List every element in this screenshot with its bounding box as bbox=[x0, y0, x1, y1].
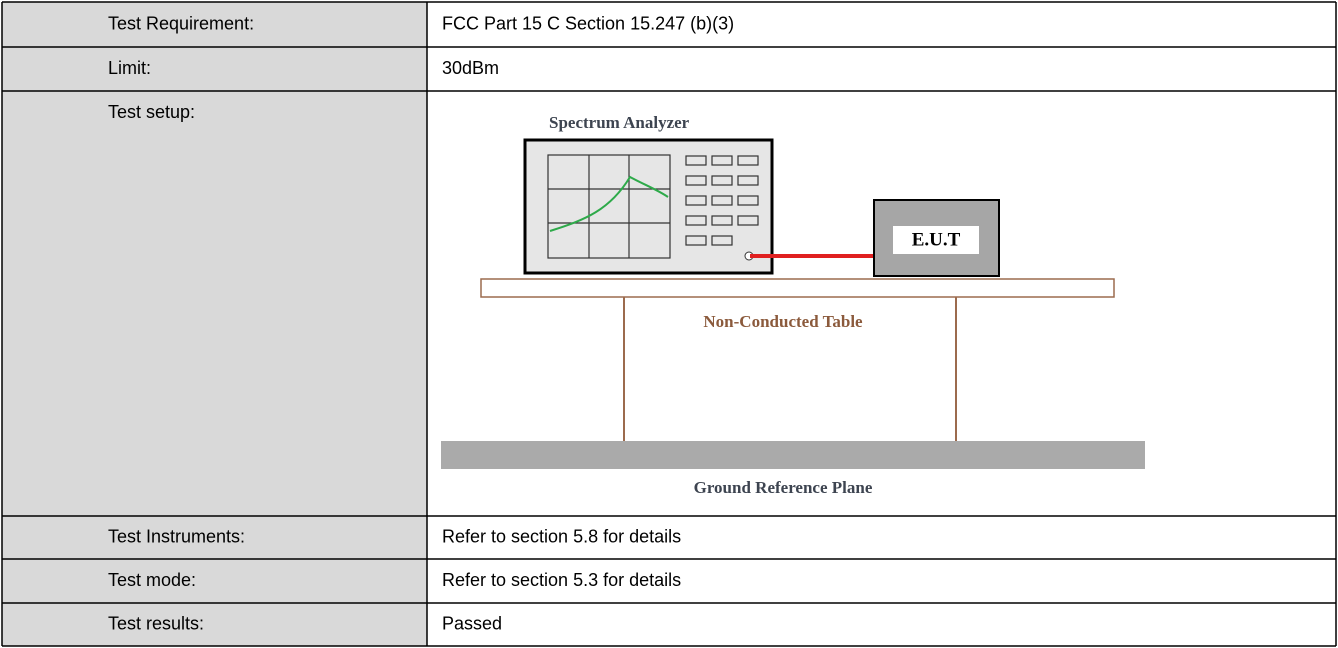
row-label: Test Requirement: bbox=[108, 13, 254, 33]
analyzer-screen bbox=[547, 154, 671, 259]
label-cell bbox=[2, 91, 427, 516]
row-label: Test mode: bbox=[108, 570, 196, 590]
label-cell bbox=[2, 47, 427, 91]
button bbox=[711, 195, 733, 206]
button bbox=[737, 175, 759, 186]
ground-plane bbox=[441, 441, 1145, 469]
button bbox=[685, 175, 707, 186]
button bbox=[685, 195, 707, 206]
row-label: Limit: bbox=[108, 58, 151, 78]
analyzer bbox=[523, 138, 774, 275]
row-value: 30dBm bbox=[442, 58, 499, 78]
button bbox=[685, 235, 707, 246]
button bbox=[711, 155, 733, 166]
button bbox=[685, 155, 707, 166]
row-label: Test Instruments: bbox=[108, 526, 245, 546]
row-value: Passed bbox=[442, 613, 502, 633]
table-top bbox=[480, 278, 1115, 298]
setup-diagram: Spectrum Analyzer E.U.T Non-Conducted Ta… bbox=[441, 113, 1145, 497]
eut-label-box bbox=[893, 226, 979, 254]
label-cell bbox=[2, 603, 427, 646]
row-label: Test setup: bbox=[108, 102, 195, 122]
analyzer-buttons bbox=[685, 155, 759, 246]
button bbox=[737, 155, 759, 166]
button bbox=[711, 215, 733, 226]
label-cell bbox=[2, 516, 427, 559]
button bbox=[711, 175, 733, 186]
eut-label: E.U.T bbox=[912, 229, 961, 250]
button bbox=[711, 235, 733, 246]
label-cell bbox=[2, 2, 427, 47]
button bbox=[685, 215, 707, 226]
row-value: FCC Part 15 C Section 15.247 (b)(3) bbox=[442, 13, 734, 33]
row-value: Refer to section 5.3 for details bbox=[442, 570, 681, 590]
button bbox=[737, 195, 759, 206]
ground-label: Ground Reference Plane bbox=[694, 478, 873, 497]
analyzer-label: Spectrum Analyzer bbox=[549, 113, 690, 132]
row-label: Test results: bbox=[108, 613, 204, 633]
table-label: Non-Conducted Table bbox=[703, 312, 863, 331]
label-cell bbox=[2, 559, 427, 603]
row-value: Refer to section 5.8 for details bbox=[442, 526, 681, 546]
trace bbox=[549, 175, 669, 232]
button bbox=[737, 215, 759, 226]
